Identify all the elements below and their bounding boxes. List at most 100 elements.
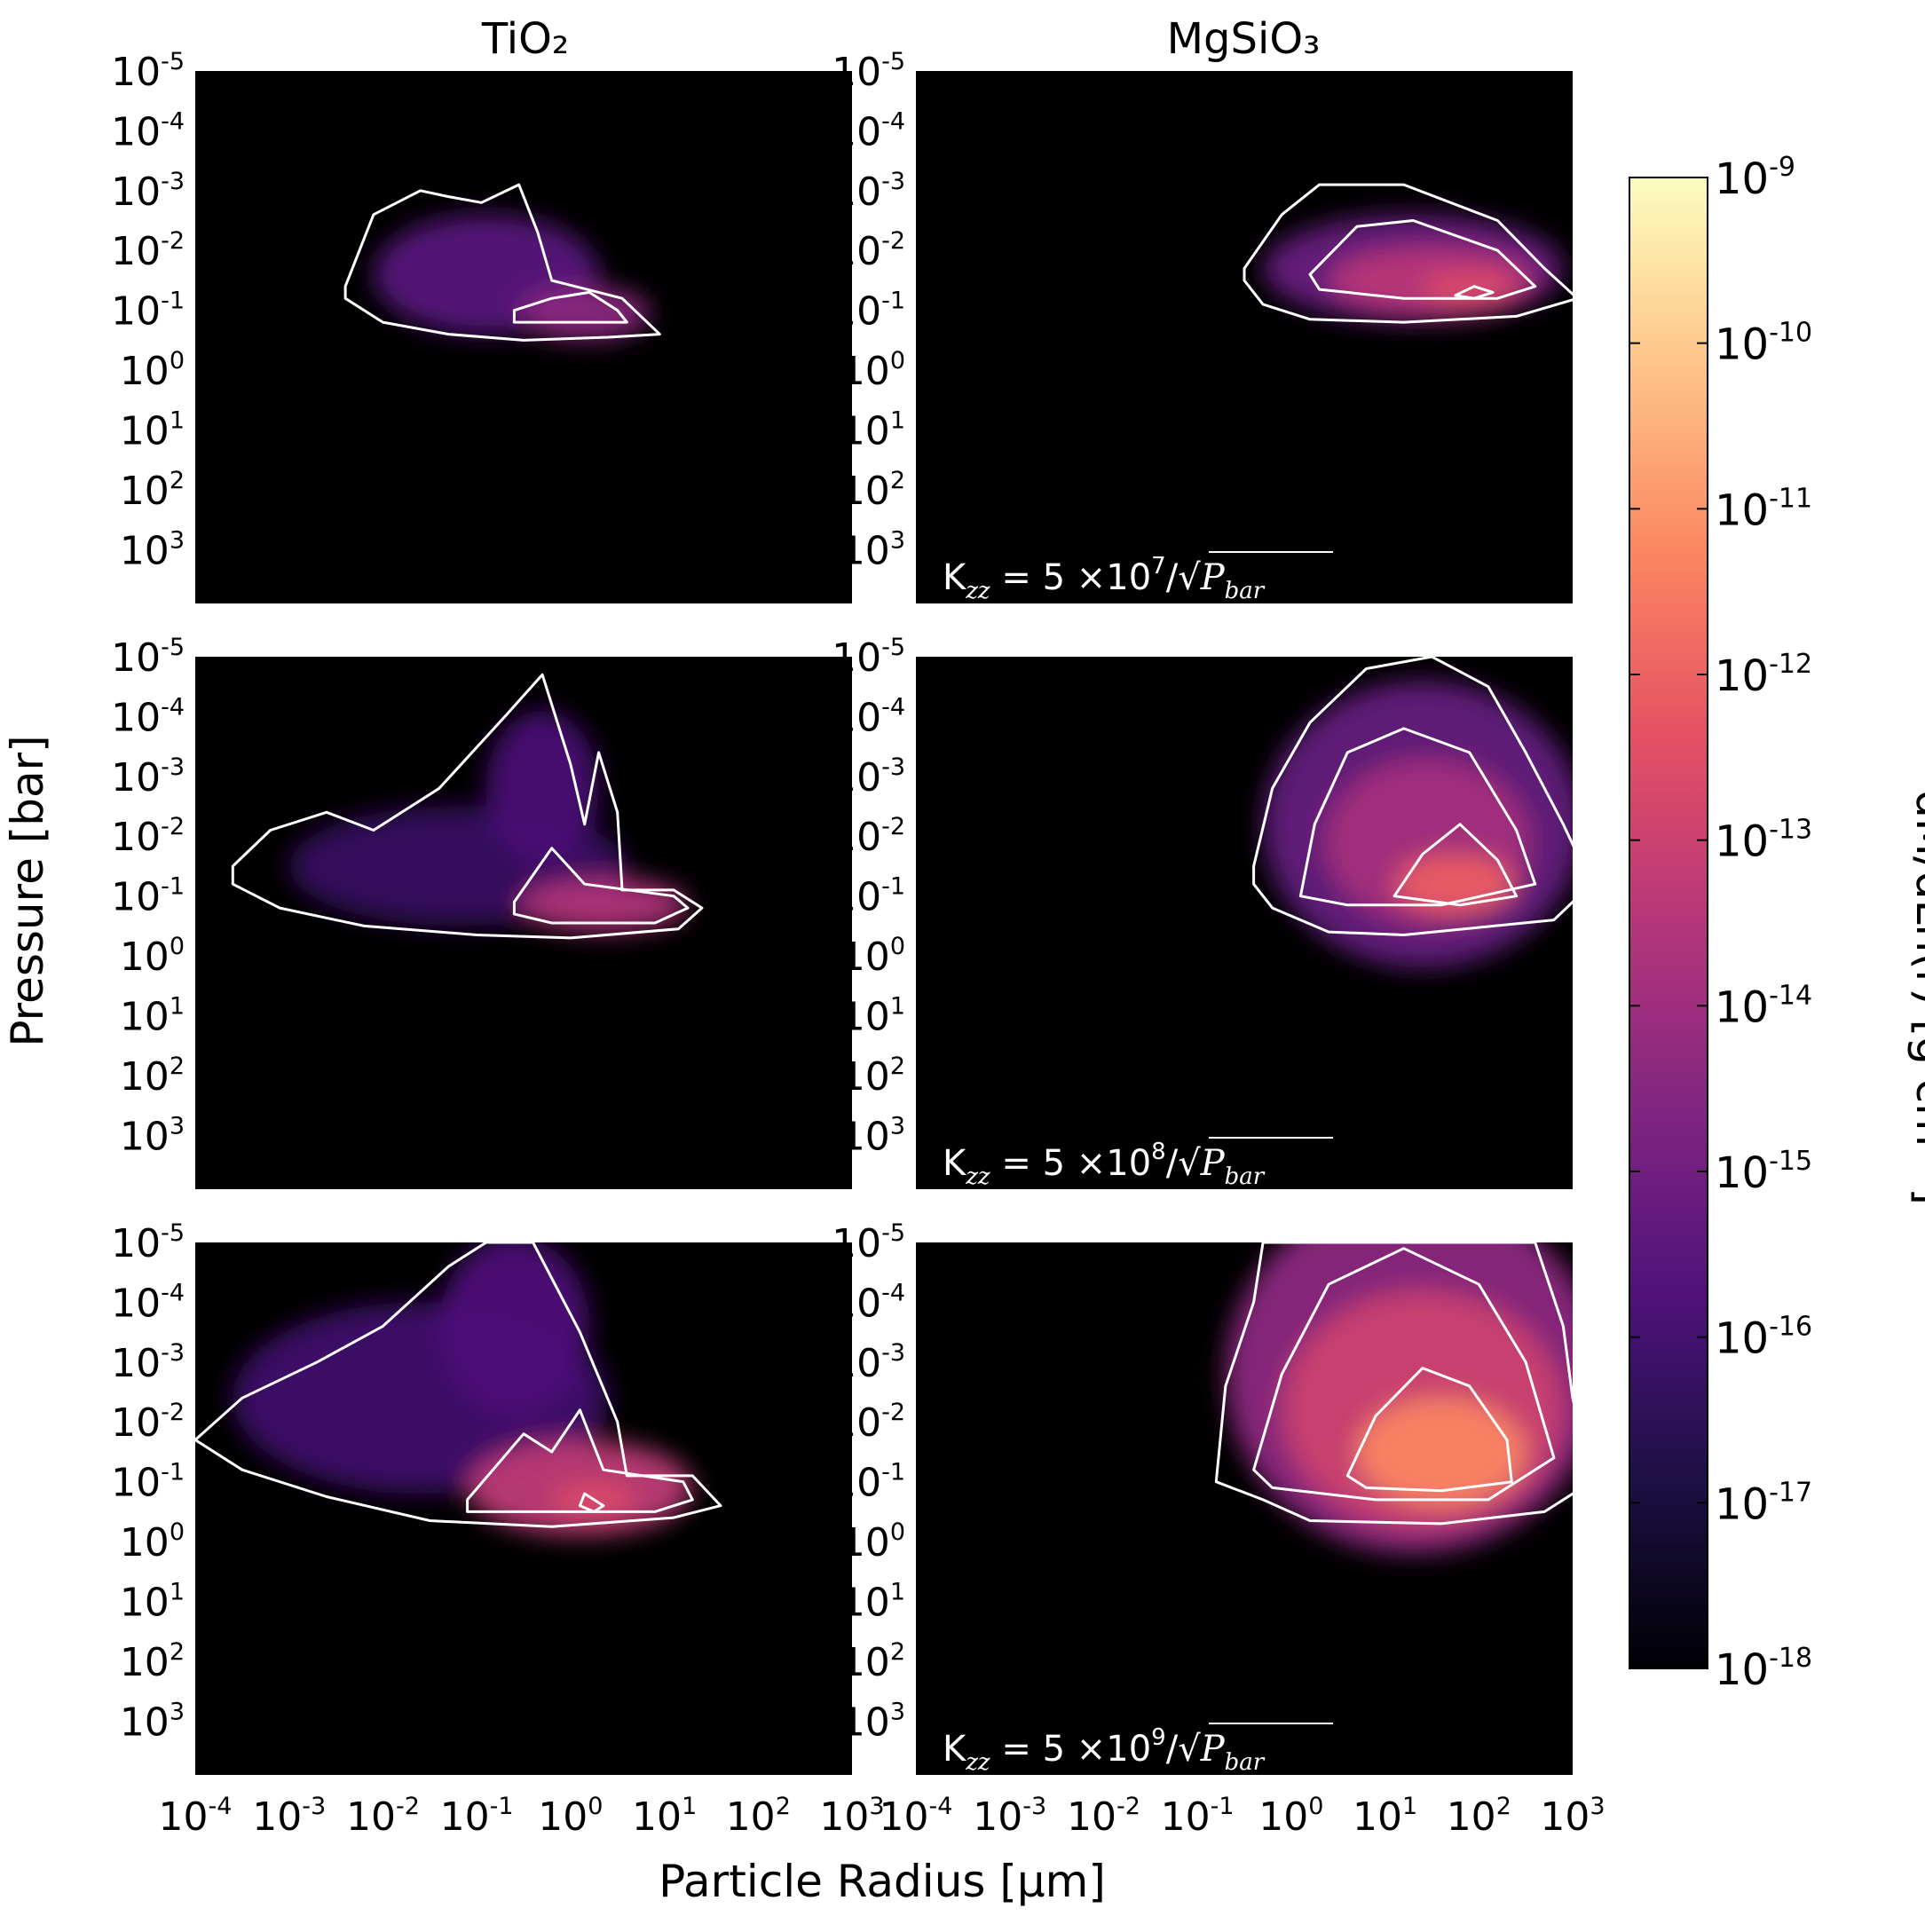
x-tick-label: 102 xyxy=(1447,1793,1511,1840)
contour-line xyxy=(1454,285,1495,300)
y-tick-label: 103 xyxy=(840,1698,905,1745)
colorbar-tick-label: 10-10 xyxy=(1715,318,1812,370)
y-tick-label: 100 xyxy=(120,933,185,980)
y-tick-label: 100 xyxy=(840,1518,905,1565)
y-tick-label: 100 xyxy=(840,933,905,980)
y-tick-label: 101 xyxy=(840,406,905,453)
x-tick-label: 10-3 xyxy=(973,1793,1046,1840)
y-tick-label: 100 xyxy=(120,347,185,394)
y-tick-label: 10-5 xyxy=(111,1219,185,1266)
x-tick-label: 100 xyxy=(1258,1793,1323,1840)
colorbar-gradient xyxy=(1629,177,1708,1669)
y-tick-label: 102 xyxy=(120,467,185,514)
y-tick-label: 101 xyxy=(120,406,185,453)
colorbar-tick-label: 10-18 xyxy=(1715,1643,1812,1695)
y-tick-label: 103 xyxy=(120,526,185,573)
panels-group: 10-5 10-4 10-3 10-2 10-1 100 101 102 103 10-5 10-4… xyxy=(111,48,1605,1840)
y-tick-label: 10-1 xyxy=(111,1459,185,1506)
y-tick-label: 10-5 xyxy=(832,1219,905,1266)
colorbar-label: dM/dLn(r) [g cm⁻³] xyxy=(1906,790,1925,1205)
y-tick-label: 10-3 xyxy=(832,753,905,800)
y-tick-label: 10-2 xyxy=(111,227,185,274)
contour-line xyxy=(1252,657,1573,936)
kzz-annotation: Kzz = 5 ×107/√Pbar xyxy=(943,553,1266,604)
y-tick-label: 10-2 xyxy=(832,813,905,860)
density-blob xyxy=(485,710,599,866)
colorbar-tick-label: 10-11 xyxy=(1715,483,1812,535)
y-tick-label: 103 xyxy=(120,1112,185,1159)
contour-line xyxy=(512,847,690,925)
colorbar: 10-9 10-10 10-11 10-12 10-13 10-14 10-15 10-16 1… xyxy=(1629,152,1812,1695)
y-tick-label: 10-1 xyxy=(832,873,905,920)
y-tick-label: 10-4 xyxy=(832,107,905,154)
y-tick-label: 10-1 xyxy=(111,288,185,335)
y-tick-label: 103 xyxy=(840,526,905,573)
panel-tio2-row2: 10-5 10-4 10-3 10-2 10-1 100 101 102 103 xyxy=(111,634,852,1189)
density-blob xyxy=(518,286,651,341)
x-tick-label: 10-4 xyxy=(880,1793,953,1840)
y-tick-label: 10-4 xyxy=(111,693,185,740)
contour-line xyxy=(195,1242,722,1528)
density-blob xyxy=(1356,1398,1527,1506)
y-tick-label: 10-3 xyxy=(832,1339,905,1386)
kzz-annotation: Kzz = 5 ×109/√Pbar xyxy=(943,1724,1266,1776)
contour-line xyxy=(512,290,628,324)
y-tick-label: 100 xyxy=(840,347,905,394)
x-tick-label: 10-1 xyxy=(440,1793,514,1840)
y-tick-label: 10-2 xyxy=(111,1399,185,1446)
y-tick-label: 10-5 xyxy=(832,634,905,681)
x-tick-label: 103 xyxy=(819,1793,884,1840)
y-tick-label: 10-3 xyxy=(111,1339,185,1386)
y-tick-label: 102 xyxy=(840,467,905,514)
y-tick-label: 10-4 xyxy=(111,107,185,154)
panel-background xyxy=(195,71,852,603)
y-tick-label: 10-1 xyxy=(832,1459,905,1506)
y-tick-label: 10-1 xyxy=(832,288,905,335)
colorbar-tick-label: 10-15 xyxy=(1715,1146,1812,1198)
y-tick-label: 101 xyxy=(120,992,185,1039)
panel-tio2-row3: 10-5 10-4 10-3 10-2 10-1 100 101 102 103 10-4 10-3… xyxy=(111,1219,885,1840)
panel-mgsio3-row3: 10-5 10-4 10-3 10-2 10-1 100 101 102 103 10-4 10-3… xyxy=(832,1219,1605,1840)
y-tick-label: 10-4 xyxy=(832,693,905,740)
colorbar-tick-label: 10-16 xyxy=(1715,1312,1812,1364)
contour-line xyxy=(1392,823,1519,907)
y-tick-label: 103 xyxy=(120,1698,185,1745)
contour-line xyxy=(1308,219,1537,300)
y-tick-label: 102 xyxy=(840,1638,905,1685)
panel-mgsio3-row1: 10-5 10-4 10-3 10-2 10-1 100 101 102 103 Kzz = 5 … xyxy=(832,48,1573,604)
y-tick-label: 10-3 xyxy=(832,168,905,215)
kzz-annotation: Kzz = 5 ×108/√Pbar xyxy=(943,1139,1266,1190)
y-tick-label: 10-1 xyxy=(111,873,185,920)
y-tick-label: 10-2 xyxy=(111,813,185,860)
y-tick-label: 10-5 xyxy=(111,634,185,681)
contour-line xyxy=(1214,1242,1573,1526)
colorbar-tick-label: 10-13 xyxy=(1715,815,1812,867)
x-tick-label: 10-1 xyxy=(1161,1793,1235,1840)
y-tick-label: 102 xyxy=(840,1053,905,1100)
contour-line xyxy=(466,1408,694,1513)
panel-mgsio3-row2: 10-5 10-4 10-3 10-2 10-1 100 101 102 103 Kzz = 5 … xyxy=(832,634,1573,1190)
contour-line xyxy=(1298,727,1537,907)
x-tick-label: 101 xyxy=(632,1793,697,1840)
y-tick-label: 102 xyxy=(120,1053,185,1100)
column-title-mgsio3: MgSiO₃ xyxy=(1167,14,1321,64)
y-tick-label: 10-4 xyxy=(111,1279,185,1326)
colorbar-tick-label: 10-12 xyxy=(1715,649,1812,701)
contour-line xyxy=(1243,183,1573,324)
x-tick-label: 10-2 xyxy=(1067,1793,1140,1840)
panel-tio2-row1: 10-5 10-4 10-3 10-2 10-1 100 101 102 103 xyxy=(111,48,852,603)
contour-line xyxy=(343,183,661,342)
contour-line xyxy=(231,673,704,940)
y-tick-label: 10-3 xyxy=(111,168,185,215)
colorbar-tick-label: 10-17 xyxy=(1715,1477,1812,1529)
y-tick-label: 10-2 xyxy=(832,1399,905,1446)
y-tick-label: 10-4 xyxy=(832,1279,905,1326)
x-tick-label: 102 xyxy=(726,1793,791,1840)
x-tick-label: 10-4 xyxy=(159,1793,233,1840)
y-tick-label: 103 xyxy=(840,1112,905,1159)
density-blob xyxy=(438,1242,589,1416)
y-tick-label: 10-2 xyxy=(832,227,905,274)
colorbar-tick-label: 10-9 xyxy=(1715,152,1795,204)
contour-line xyxy=(578,1492,605,1513)
